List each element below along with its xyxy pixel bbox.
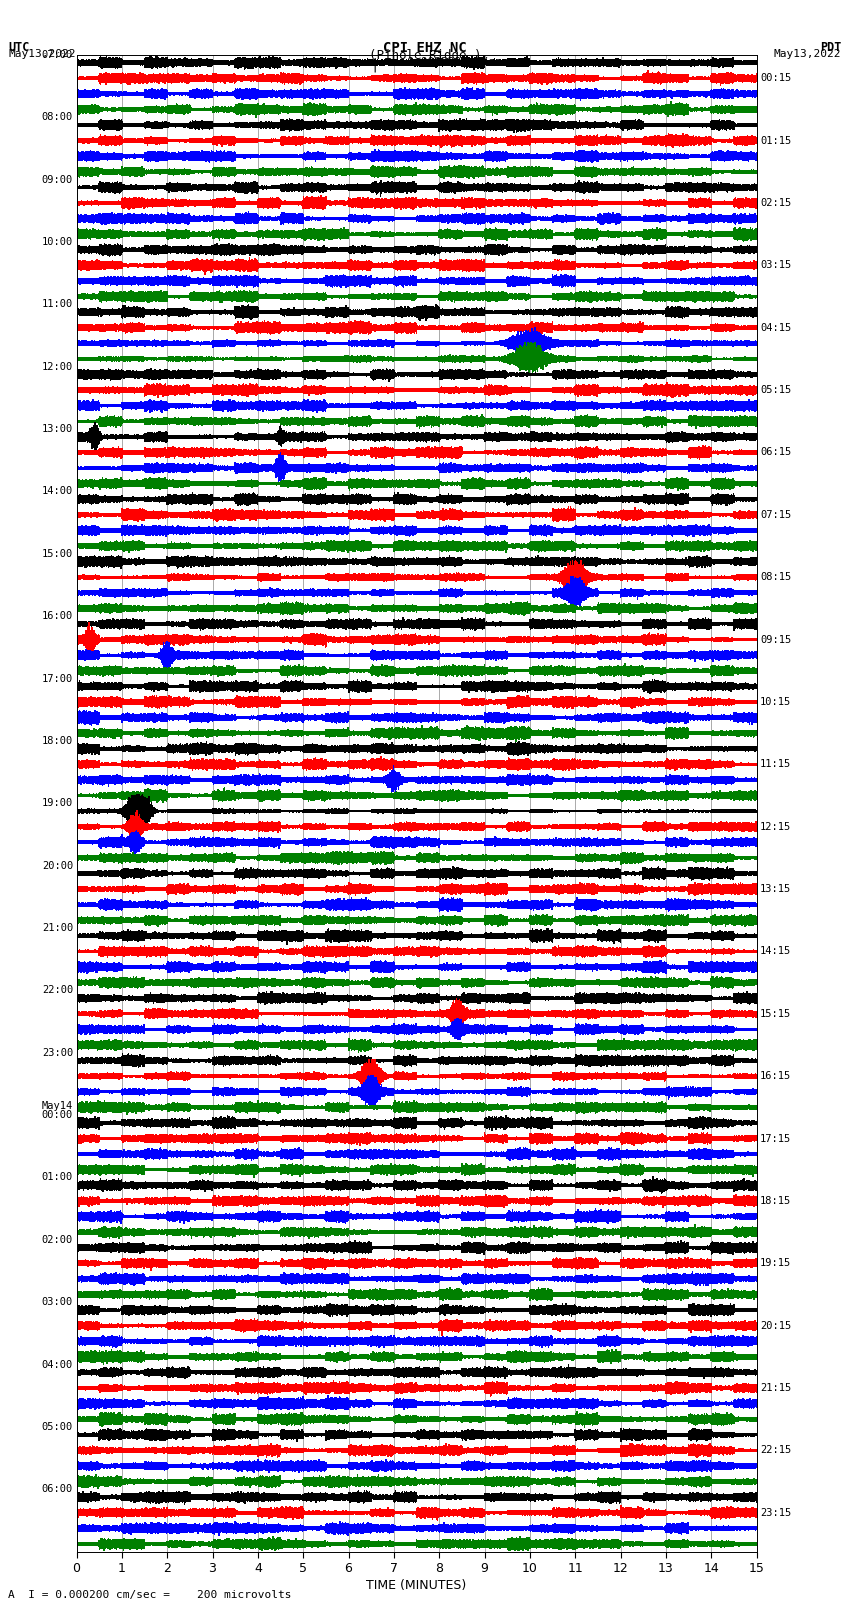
Text: = 0.000200 cm/sec: = 0.000200 cm/sec — [387, 58, 508, 68]
Text: 05:00: 05:00 — [42, 1423, 73, 1432]
Text: 04:00: 04:00 — [42, 1360, 73, 1369]
Text: 08:00: 08:00 — [42, 113, 73, 123]
Text: 12:15: 12:15 — [760, 821, 791, 832]
Text: May13,2022: May13,2022 — [774, 50, 842, 60]
Text: 10:00: 10:00 — [42, 237, 73, 247]
Text: 07:15: 07:15 — [760, 510, 791, 519]
Text: 19:15: 19:15 — [760, 1258, 791, 1268]
Text: 04:15: 04:15 — [760, 323, 791, 332]
Text: 03:15: 03:15 — [760, 260, 791, 271]
Text: 06:15: 06:15 — [760, 447, 791, 458]
Text: 16:00: 16:00 — [42, 611, 73, 621]
X-axis label: TIME (MINUTES): TIME (MINUTES) — [366, 1579, 467, 1592]
Text: A  I = 0.000200 cm/sec =    200 microvolts: A I = 0.000200 cm/sec = 200 microvolts — [8, 1590, 292, 1600]
Text: 00:15: 00:15 — [760, 73, 791, 84]
Text: PDT: PDT — [820, 40, 842, 55]
Text: May14: May14 — [42, 1100, 73, 1111]
Text: 23:15: 23:15 — [760, 1508, 791, 1518]
Text: 16:15: 16:15 — [760, 1071, 791, 1081]
Text: 19:00: 19:00 — [42, 798, 73, 808]
Text: 22:15: 22:15 — [760, 1445, 791, 1455]
Text: 20:00: 20:00 — [42, 861, 73, 871]
Text: |: | — [370, 58, 378, 71]
Text: 15:15: 15:15 — [760, 1008, 791, 1019]
Text: 15:00: 15:00 — [42, 548, 73, 558]
Text: 21:15: 21:15 — [760, 1382, 791, 1394]
Text: 23:00: 23:00 — [42, 1048, 73, 1058]
Text: 18:15: 18:15 — [760, 1195, 791, 1207]
Text: 17:00: 17:00 — [42, 674, 73, 684]
Text: 01:15: 01:15 — [760, 135, 791, 145]
Text: 11:00: 11:00 — [42, 300, 73, 310]
Text: 05:15: 05:15 — [760, 386, 791, 395]
Text: CPI EHZ NC: CPI EHZ NC — [383, 40, 467, 55]
Text: 22:00: 22:00 — [42, 986, 73, 995]
Text: 09:00: 09:00 — [42, 174, 73, 184]
Text: 09:15: 09:15 — [760, 634, 791, 645]
Text: 10:15: 10:15 — [760, 697, 791, 706]
Text: 06:00: 06:00 — [42, 1484, 73, 1494]
Text: 02:00: 02:00 — [42, 1236, 73, 1245]
Text: 14:00: 14:00 — [42, 487, 73, 497]
Text: 12:00: 12:00 — [42, 361, 73, 371]
Text: 14:15: 14:15 — [760, 947, 791, 957]
Text: 01:00: 01:00 — [42, 1173, 73, 1182]
Text: 00:00: 00:00 — [42, 1110, 73, 1119]
Text: UTC: UTC — [8, 40, 30, 55]
Text: May13,2022: May13,2022 — [8, 50, 76, 60]
Text: 02:15: 02:15 — [760, 198, 791, 208]
Text: 13:15: 13:15 — [760, 884, 791, 894]
Text: 11:15: 11:15 — [760, 760, 791, 769]
Text: (Pinole Ridge ): (Pinole Ridge ) — [369, 50, 481, 63]
Text: 03:00: 03:00 — [42, 1297, 73, 1307]
Text: 07:00: 07:00 — [42, 50, 73, 60]
Text: 18:00: 18:00 — [42, 736, 73, 745]
Text: 21:00: 21:00 — [42, 923, 73, 932]
Text: 17:15: 17:15 — [760, 1134, 791, 1144]
Text: 20:15: 20:15 — [760, 1321, 791, 1331]
Text: 13:00: 13:00 — [42, 424, 73, 434]
Text: 08:15: 08:15 — [760, 573, 791, 582]
